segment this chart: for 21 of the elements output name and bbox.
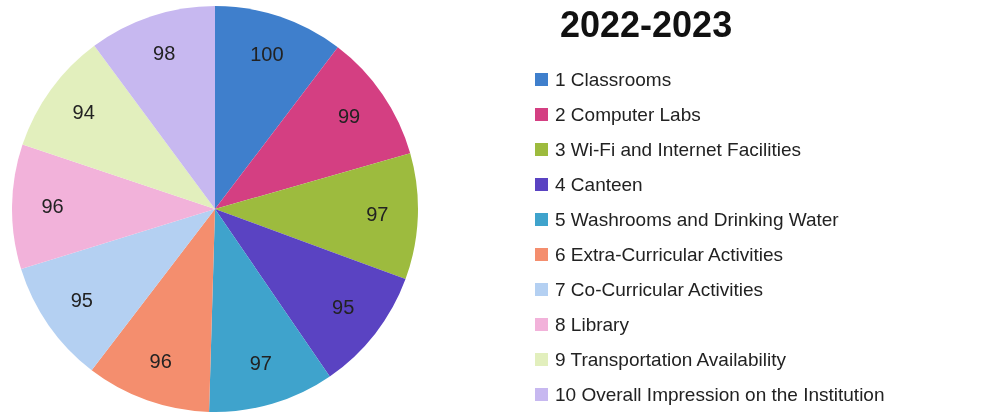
legend-label: 3 Wi-Fi and Internet Facilities — [555, 138, 802, 161]
data-label: 98 — [153, 42, 176, 65]
data-label: 95 — [70, 289, 93, 312]
legend-label: 9 Transportation Availability — [555, 348, 786, 371]
data-label: 97 — [366, 202, 389, 225]
data-label: 94 — [72, 101, 95, 124]
data-label: 100 — [250, 42, 284, 65]
chart-title: 2022-2023 — [560, 4, 733, 46]
legend-label: 1 Classrooms — [555, 68, 672, 91]
legend-label: 10 Overall Impression on the Institution — [555, 383, 885, 406]
legend-label: 6 Extra-Curricular Activities — [555, 243, 784, 266]
legend-label: 4 Canteen — [555, 173, 643, 196]
data-label: 95 — [332, 296, 355, 319]
data-label: 97 — [249, 352, 272, 375]
data-label: 96 — [41, 194, 64, 217]
data-label: 99 — [337, 104, 361, 127]
legend-label: 5 Washrooms and Drinking Water — [555, 208, 839, 231]
legend-label: 2 Computer Labs — [555, 103, 701, 126]
data-label: 96 — [149, 349, 172, 372]
legend-label: 7 Co-Curricular Activities — [555, 278, 763, 301]
legend-label: 8 Library — [555, 313, 629, 336]
